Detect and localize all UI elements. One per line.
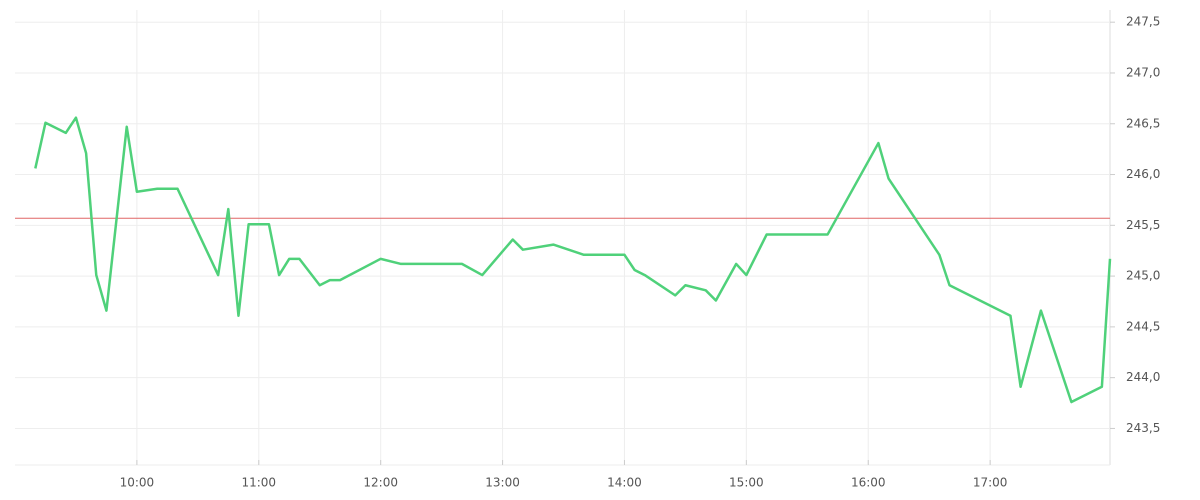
y-tick-label: 243,5 [1126,421,1160,435]
y-tick-label: 246,5 [1126,116,1160,130]
x-tick-label: 16:00 [851,476,886,490]
x-tick-label: 13:00 [485,476,520,490]
y-tick-label: 244,0 [1126,370,1160,384]
y-tick-label: 247,5 [1126,15,1160,29]
x-tick-label: 12:00 [363,476,398,490]
y-tick-label: 245,0 [1126,269,1160,283]
x-tick-label: 11:00 [241,476,276,490]
y-tick-label: 246,0 [1126,167,1160,181]
y-tick-label: 245,5 [1126,218,1160,232]
x-tick-label: 15:00 [729,476,764,490]
y-tick-label: 244,5 [1126,319,1160,333]
x-tick-label: 14:00 [607,476,642,490]
x-tick-label: 10:00 [120,476,155,490]
y-tick-label: 247,0 [1126,65,1160,79]
x-tick-label: 17:00 [973,476,1008,490]
price-line [34,116,1112,404]
